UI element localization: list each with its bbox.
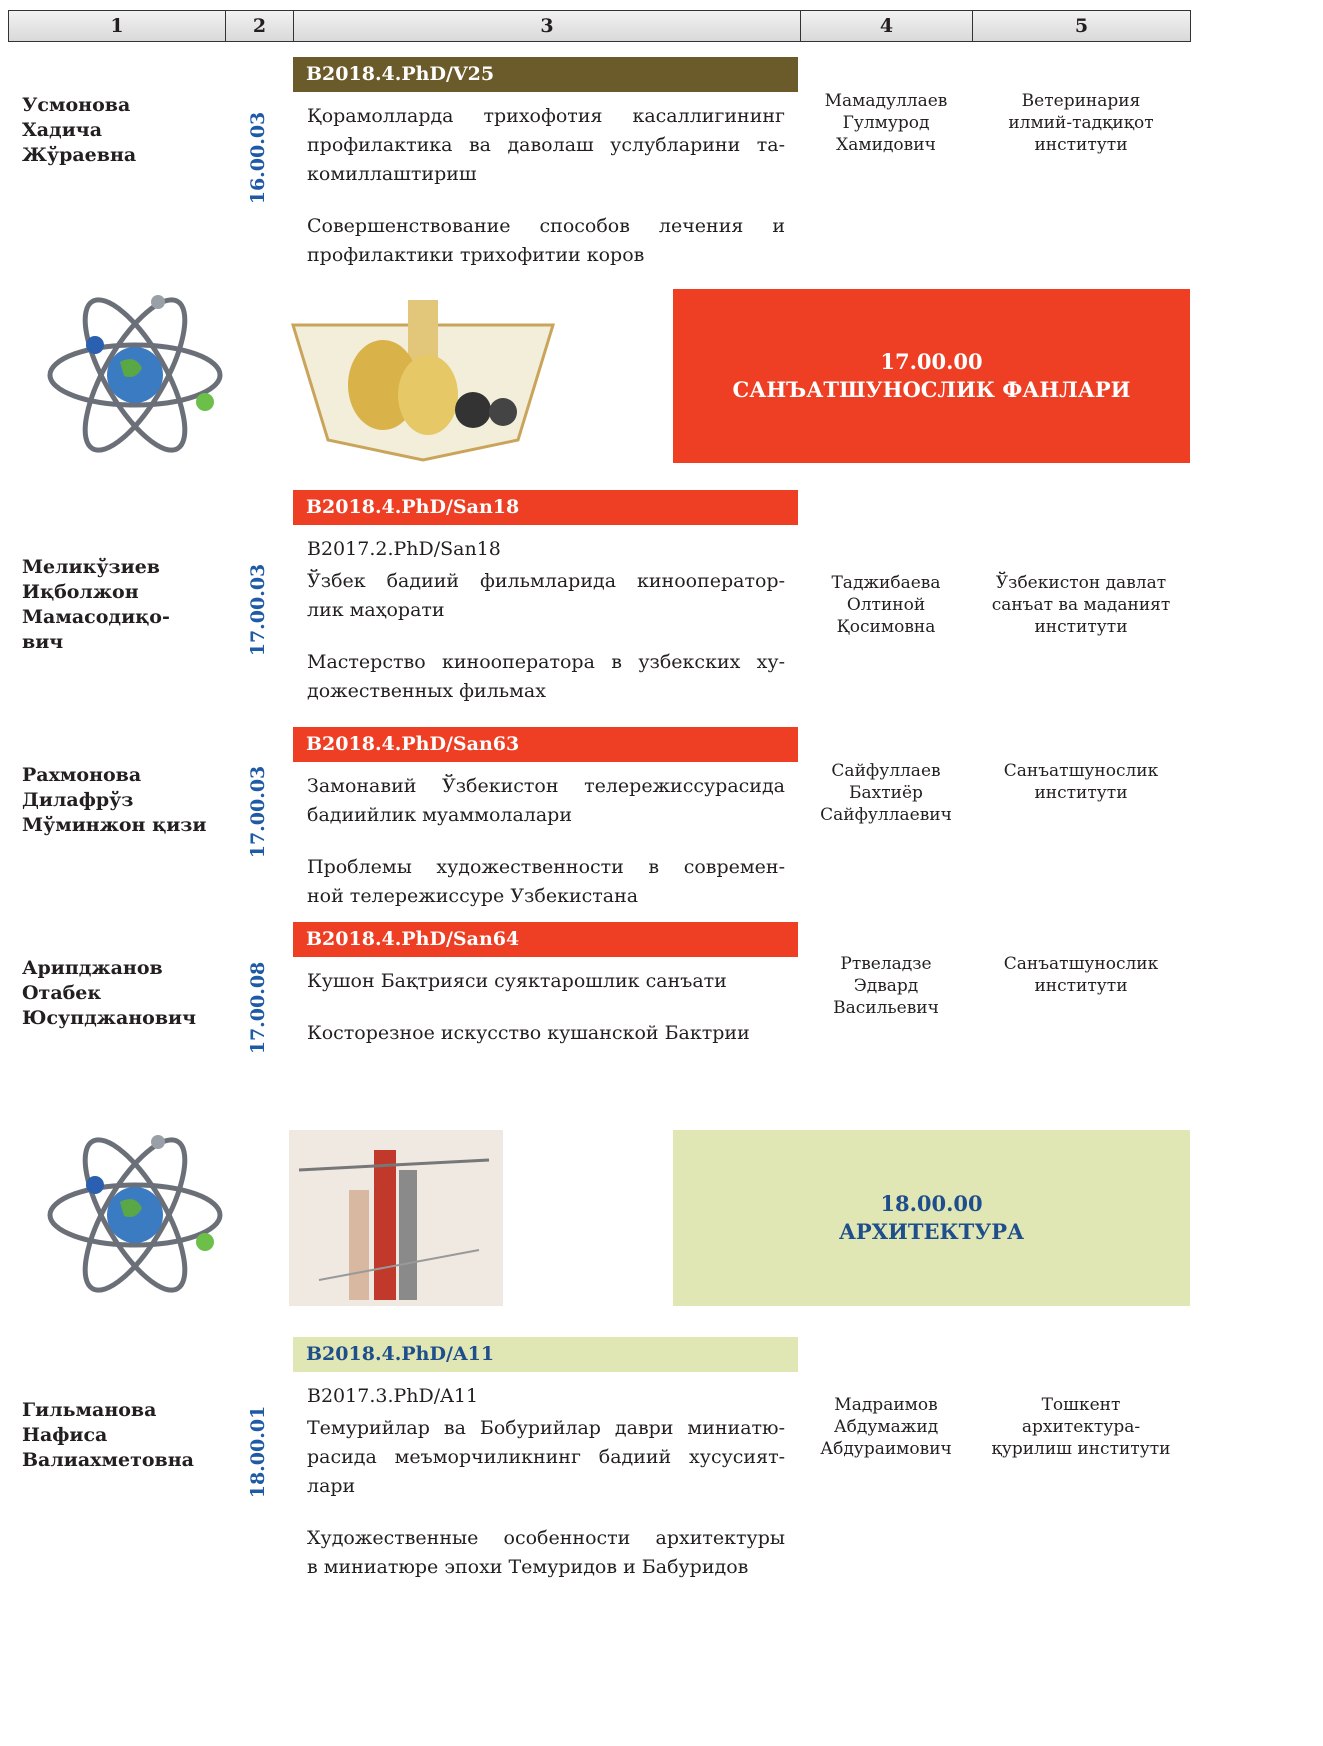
institution: институти (1034, 783, 1128, 803)
supervisor: Таджибаева (831, 573, 941, 593)
title-uz: Қорамолларда трихофотия касаллигининг (307, 105, 785, 127)
institution: қурилиш институти (991, 1439, 1171, 1459)
header-cell: 3 (293, 10, 801, 42)
project-code: B2018.4.PhD/San63 (293, 727, 798, 762)
atom-icon (47, 1135, 223, 1293)
title-uz: расида меъморчиликнинг бадиий хусусият- (307, 1446, 785, 1468)
section-title: САНЪАТШУНОСЛИК ФАНЛАРИ (732, 377, 1131, 402)
institution: Санъатшунослик (1003, 761, 1159, 781)
supervisor: Бахтиёр (849, 783, 923, 803)
supervisor: Эдвард (853, 976, 919, 996)
specialty-code: 16.00.03 (247, 111, 269, 205)
previous-code: B2017.3.PhD/A11 (307, 1385, 479, 1407)
section-title: АРХИТЕКТУРА (838, 1219, 1025, 1244)
previous-code: B2017.2.PhD/San18 (307, 538, 501, 560)
specialty-code: 17.00.08 (247, 961, 269, 1055)
title-ru: Косторезное искусство кушанской Бактрии (307, 1022, 750, 1044)
institution: санъат ва маданият (991, 595, 1171, 615)
section-code: 17.00.00 (880, 349, 983, 374)
institution: илмий-тадқиқот (1008, 113, 1154, 133)
author-name: вич (22, 631, 64, 653)
supervisor: Мамадуллаев (824, 91, 948, 111)
author-name: Иқболжон (22, 581, 139, 603)
supervisor: Ртвеладзе (840, 954, 932, 974)
header-cell: 5 (972, 10, 1191, 42)
author-name: Хадича (22, 118, 103, 141)
title-uz: Кушон Бақтрияси суяктарошлик санъати (307, 970, 727, 992)
project-code: B2018.4.PhD/V25 (293, 57, 798, 92)
author-name: Гильманова (22, 1398, 157, 1421)
supervisor: Олтиной (846, 595, 926, 615)
supervisor: Абдураимович (820, 1439, 952, 1459)
institution: Ветеринария (1021, 91, 1141, 111)
supervisor: Сайфуллаев (831, 761, 941, 781)
section-banner (673, 289, 1190, 463)
section-heading: 17.00.00 САНЪАТШУНОСЛИК ФАНЛАРИ (673, 289, 1190, 463)
title-ru: профилактики трихофитии коров (307, 244, 645, 266)
supervisor: Қосимовна (836, 617, 936, 637)
title-ru: Совершенствование способов лечения и (307, 215, 785, 237)
atom-icon (47, 295, 223, 453)
project-code: B2018.4.PhD/San64 (293, 922, 798, 957)
supervisor: Гулмурод (842, 113, 930, 133)
architecture-illustration (289, 1130, 503, 1306)
author-name: Усмонова (22, 93, 131, 116)
author-name: Юсупджанович (22, 1006, 197, 1029)
institution: Ўзбекистон давлат (995, 573, 1167, 593)
author-name: Дилафрўз (22, 788, 134, 811)
title-ru: ной телережиссуре Узбекистана (307, 885, 639, 907)
title-uz: Темурийлар ва Бобурийлар даври миниатю- (307, 1417, 785, 1439)
specialty-code: 18.00.01 (247, 1405, 269, 1499)
author-name: Меликўзиев (22, 556, 161, 578)
specialty-code: 17.00.03 (247, 563, 269, 657)
author-name: Рахмонова (22, 763, 142, 786)
header-cell: 2 (225, 10, 294, 42)
institution: институти (1034, 617, 1128, 637)
title-ru: в миниатюре эпохи Темуридов и Бабуридов (307, 1556, 749, 1578)
section-banner (673, 1130, 1190, 1306)
title-uz: бадиийлик муаммолалари (307, 804, 573, 826)
section-code: 18.00.00 (880, 1191, 983, 1216)
title-uz: Ўзбек бадиий фильмларида кинооператор- (307, 570, 785, 592)
title-ru: Художественные особенности архитектуры (307, 1527, 785, 1549)
author-name: Мамасодиқо- (22, 606, 170, 628)
title-uz: Замонавий Ўзбекистон телережиссурасида (307, 775, 785, 797)
title-uz: лари (307, 1475, 356, 1497)
title-uz: лик маҳорати (307, 599, 445, 621)
header-cell: 4 (800, 10, 973, 42)
title-uz: профилактика ва даволаш услубларини та- (307, 134, 785, 156)
author-name: Нафиса (22, 1423, 108, 1446)
institution: институти (1034, 976, 1128, 996)
title-ru: дожественных фильмах (307, 680, 546, 702)
author-name: Арипджанов (22, 956, 163, 979)
author-name: Валиахметовна (22, 1448, 194, 1471)
institution: Тошкент (1041, 1395, 1121, 1415)
theater-illustration (290, 300, 556, 462)
supervisor: Абдумажид (833, 1417, 939, 1437)
institution: архитектура- (1021, 1417, 1141, 1437)
author-name: Отабек (22, 981, 102, 1004)
header-cell: 1 (8, 10, 226, 42)
title-uz: комиллаштириш (307, 163, 477, 185)
project-code: B2018.4.PhD/San18 (293, 490, 798, 525)
project-code: B2018.4.PhD/A11 (293, 1337, 798, 1372)
section-heading: 18.00.00 АРХИТЕКТУРА (673, 1130, 1190, 1306)
author-name: Мўминжон қизи (22, 813, 207, 836)
supervisor: Хамидович (836, 135, 936, 155)
institution: институти (1034, 135, 1128, 155)
supervisor: Мадраимов (834, 1395, 938, 1415)
institution: Санъатшунослик (1003, 954, 1159, 974)
specialty-code: 17.00.03 (247, 765, 269, 859)
title-ru: Проблемы художественности в современ- (307, 856, 785, 878)
author-name: Жўраевна (22, 143, 137, 166)
supervisor: Васильевич (833, 998, 939, 1018)
title-ru: Мастерство кинооператора в узбекских ху- (307, 651, 785, 673)
supervisor: Сайфуллаевич (820, 805, 952, 825)
